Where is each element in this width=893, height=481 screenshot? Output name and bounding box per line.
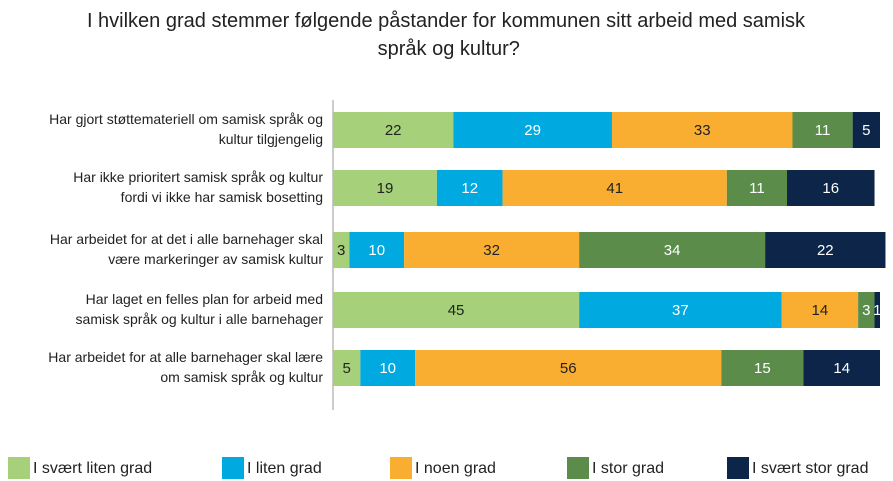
category-label: Har laget en felles plan for arbeid med … [72, 291, 324, 327]
bar-segment [721, 350, 804, 386]
value-label: 14 [833, 360, 850, 377]
value-label: 10 [379, 360, 396, 377]
value-label: 41 [606, 180, 623, 197]
bar-segment [333, 170, 437, 206]
legend-label: I liten grad [247, 460, 322, 477]
value-label: 3 [862, 302, 870, 319]
legend-label: I noen grad [415, 460, 496, 477]
legend-label: I stor grad [592, 460, 664, 477]
bar-segment [333, 232, 350, 268]
value-label: 22 [817, 242, 834, 259]
category-label: Har gjort støttemateriell om samisk språ… [49, 111, 323, 147]
bar-segment [726, 170, 788, 206]
chart-title: I hvilken grad stemmer følgende påstande… [87, 10, 806, 60]
legend-swatch [222, 457, 244, 479]
value-label: 3 [337, 242, 345, 259]
bar-segment [579, 232, 766, 268]
bar-segment [453, 112, 612, 148]
value-label: 19 [377, 180, 394, 197]
bar-segment [333, 112, 454, 148]
value-label: 56 [560, 360, 577, 377]
value-label: 11 [815, 122, 831, 139]
legend-swatch [727, 457, 749, 479]
value-label: 22 [385, 122, 402, 139]
bar-segment [852, 112, 880, 148]
legend-swatch [390, 457, 412, 479]
value-label: 34 [664, 242, 681, 259]
bar-segment [415, 350, 722, 386]
category-label: Har ikke prioritert samisk språk og kult… [73, 169, 323, 205]
legend-label: I svært stor grad [752, 460, 868, 477]
value-label: 1 [873, 302, 881, 319]
value-label: 37 [672, 302, 689, 319]
category-label: Har arbeidet for at det i alle barnehage… [50, 231, 323, 267]
bar-segment [502, 170, 727, 206]
bar-segment [792, 112, 853, 148]
legend-swatch [567, 457, 589, 479]
value-label: 10 [368, 242, 385, 259]
value-label: 5 [862, 122, 870, 139]
bar-segment [436, 170, 503, 206]
bar-segment [404, 232, 580, 268]
value-label: 29 [524, 122, 541, 139]
value-label: 15 [754, 360, 771, 377]
bar-segment [611, 112, 793, 148]
bar-segment [874, 292, 880, 328]
value-label: 11 [749, 180, 765, 197]
bar-segment [787, 170, 875, 206]
bar-segment [333, 350, 361, 386]
bar-segment [349, 232, 405, 268]
value-label: 33 [694, 122, 711, 139]
value-label: 45 [448, 302, 465, 319]
bar-segment [333, 292, 580, 328]
value-label: 12 [461, 180, 478, 197]
legend-label: I svært liten grad [33, 460, 152, 477]
bar-segment [858, 292, 875, 328]
value-label: 16 [822, 180, 839, 197]
value-label: 14 [811, 302, 828, 319]
value-label: 32 [483, 242, 500, 259]
value-label: 5 [343, 360, 351, 377]
bar-segment [765, 232, 886, 268]
bar-segment [781, 292, 859, 328]
legend-swatch [8, 457, 30, 479]
bar-segment [360, 350, 416, 386]
category-label: Har arbeidet for at alle barnehager skal… [48, 349, 323, 385]
bar-segment [803, 350, 880, 386]
bar-segment [579, 292, 782, 328]
